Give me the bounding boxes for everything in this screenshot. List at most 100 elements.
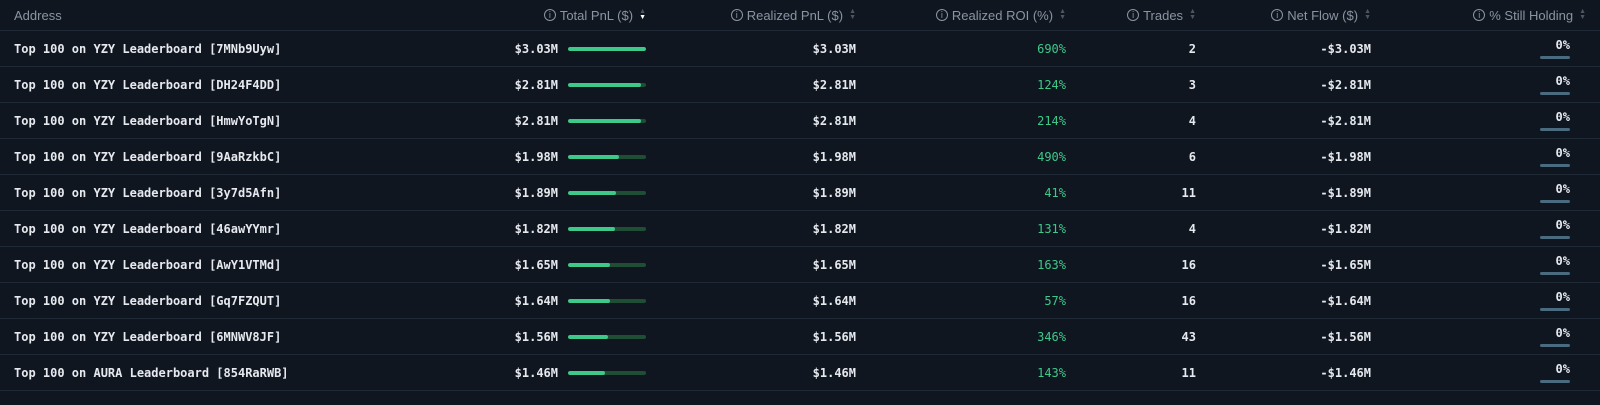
pnl-bar-fill: [568, 190, 617, 195]
net-flow-cell: -$2.81M: [1320, 77, 1371, 92]
sort-icon[interactable]: ▲ ▼: [849, 8, 856, 21]
realized-pnl-cell: $1.46M: [812, 365, 856, 380]
pnl-bar: [568, 154, 646, 159]
header-net-flow[interactable]: i Net Flow ($) ▲ ▼: [1210, 8, 1385, 23]
table-row[interactable]: Top 100 on YZY Leaderboard [6MNWV8JF] $1…: [0, 319, 1600, 355]
still-holding-cell: 0%: [1385, 38, 1600, 59]
realized-roi-cell: 143%: [1037, 365, 1066, 380]
leaderboard-table: Address i Total PnL ($) ▲ ▼ i Realized Pn…: [0, 0, 1600, 391]
net-flow-cell: -$1.46M: [1320, 365, 1371, 380]
total-pnl-cell: $3.03M: [440, 42, 660, 56]
sort-icon[interactable]: ▲ ▼: [1059, 8, 1066, 21]
net-flow-cell: -$1.98M: [1320, 149, 1371, 164]
total-pnl-value: $2.81M: [514, 77, 558, 92]
holding-bar: [1540, 308, 1570, 311]
header-total-pnl[interactable]: i Total PnL ($) ▲ ▼: [440, 8, 660, 23]
address-cell[interactable]: Top 100 on YZY Leaderboard [9AaRzkbC]: [14, 149, 282, 164]
address-cell[interactable]: Top 100 on YZY Leaderboard [7MNb9Uyw]: [14, 41, 282, 56]
trades-cell: 43: [1181, 329, 1196, 344]
table-row[interactable]: Top 100 on AURA Leaderboard [854RaRWB] $…: [0, 355, 1600, 391]
table-row[interactable]: Top 100 on YZY Leaderboard [9AaRzkbC] $1…: [0, 139, 1600, 175]
still-holding-value: 0%: [1555, 146, 1570, 160]
table-row[interactable]: Top 100 on YZY Leaderboard [Gq7FZQUT] $1…: [0, 283, 1600, 319]
realized-pnl-cell: $3.03M: [812, 41, 856, 56]
still-holding-value: 0%: [1555, 182, 1570, 196]
table-row[interactable]: Top 100 on YZY Leaderboard [HmwYoTgN] $2…: [0, 103, 1600, 139]
holding-bar: [1540, 380, 1570, 383]
total-pnl-cell: $1.56M: [440, 330, 660, 344]
header-trades[interactable]: i Trades ▲ ▼: [1080, 8, 1210, 23]
realized-pnl-cell: $1.89M: [812, 185, 856, 200]
net-flow-cell: -$1.65M: [1320, 257, 1371, 272]
total-pnl-cell: $2.81M: [440, 78, 660, 92]
realized-pnl-cell: $1.98M: [812, 149, 856, 164]
address-cell[interactable]: Top 100 on YZY Leaderboard [6MNWV8JF]: [14, 329, 282, 344]
table-row[interactable]: Top 100 on YZY Leaderboard [3y7d5Afn] $1…: [0, 175, 1600, 211]
table-header: Address i Total PnL ($) ▲ ▼ i Realized Pn…: [0, 0, 1600, 31]
trades-cell: 6: [1188, 149, 1196, 164]
trades-cell: 16: [1181, 257, 1196, 272]
still-holding-value: 0%: [1555, 110, 1570, 124]
pnl-bar: [568, 82, 646, 87]
still-holding-value: 0%: [1555, 218, 1570, 232]
total-pnl-value: $2.81M: [514, 113, 558, 128]
holding-bar: [1540, 344, 1570, 347]
total-pnl-cell: $1.46M: [440, 366, 660, 380]
info-icon[interactable]: i: [543, 9, 556, 21]
net-flow-cell: -$1.56M: [1320, 329, 1371, 344]
header-address[interactable]: Address: [14, 7, 62, 23]
address-cell[interactable]: Top 100 on YZY Leaderboard [Gq7FZQUT]: [14, 293, 282, 308]
sort-icon[interactable]: ▲ ▼: [1189, 8, 1196, 21]
info-icon[interactable]: i: [1271, 9, 1284, 21]
table-row[interactable]: Top 100 on YZY Leaderboard [AwY1VTMd] $1…: [0, 247, 1600, 283]
sort-icon[interactable]: ▲ ▼: [1364, 8, 1371, 21]
holding-bar: [1540, 92, 1570, 95]
header-realized-pnl[interactable]: i Realized PnL ($) ▲ ▼: [660, 8, 870, 23]
info-icon[interactable]: i: [935, 9, 948, 21]
pnl-bar-fill: [568, 46, 646, 51]
realized-roi-cell: 57%: [1044, 293, 1066, 308]
address-cell[interactable]: Top 100 on AURA Leaderboard [854RaRWB]: [14, 365, 289, 380]
table-body: Top 100 on YZY Leaderboard [7MNb9Uyw] $3…: [0, 31, 1600, 391]
still-holding-cell: 0%: [1385, 362, 1600, 383]
info-icon[interactable]: i: [1473, 9, 1486, 21]
info-icon[interactable]: i: [730, 9, 743, 21]
still-holding-cell: 0%: [1385, 110, 1600, 131]
address-cell[interactable]: Top 100 on YZY Leaderboard [3y7d5Afn]: [14, 185, 282, 200]
realized-roi-cell: 163%: [1037, 257, 1066, 272]
address-cell[interactable]: Top 100 on YZY Leaderboard [46awYYmr]: [14, 221, 282, 236]
pnl-bar-fill: [568, 298, 611, 303]
still-holding-value: 0%: [1555, 362, 1570, 376]
info-icon[interactable]: i: [1127, 9, 1140, 21]
table-row[interactable]: Top 100 on YZY Leaderboard [46awYYmr] $1…: [0, 211, 1600, 247]
table-row[interactable]: Top 100 on YZY Leaderboard [DH24F4DD] $2…: [0, 67, 1600, 103]
realized-roi-cell: 690%: [1037, 41, 1066, 56]
realized-pnl-cell: $1.82M: [812, 221, 856, 236]
net-flow-cell: -$1.64M: [1320, 293, 1371, 308]
total-pnl-cell: $1.82M: [440, 222, 660, 236]
pnl-bar: [568, 370, 646, 375]
still-holding-value: 0%: [1555, 326, 1570, 340]
header-realized-roi[interactable]: i Realized ROI (%) ▲ ▼: [870, 8, 1080, 23]
holding-bar: [1540, 272, 1570, 275]
holding-bar: [1540, 164, 1570, 167]
table-row[interactable]: Top 100 on YZY Leaderboard [7MNb9Uyw] $3…: [0, 31, 1600, 67]
sort-icon[interactable]: ▲ ▼: [639, 8, 646, 21]
pnl-bar: [568, 118, 646, 123]
realized-roi-cell: 124%: [1037, 77, 1066, 92]
sort-icon[interactable]: ▲ ▼: [1579, 8, 1586, 21]
realized-roi-cell: 346%: [1037, 329, 1066, 344]
pnl-bar-fill: [568, 334, 608, 339]
address-cell[interactable]: Top 100 on YZY Leaderboard [AwY1VTMd]: [14, 257, 282, 272]
header-still-holding[interactable]: i % Still Holding ▲ ▼: [1385, 8, 1600, 23]
total-pnl-cell: $1.64M: [440, 294, 660, 308]
address-cell[interactable]: Top 100 on YZY Leaderboard [DH24F4DD]: [14, 77, 282, 92]
address-cell[interactable]: Top 100 on YZY Leaderboard [HmwYoTgN]: [14, 113, 282, 128]
still-holding-cell: 0%: [1385, 290, 1600, 311]
realized-pnl-cell: $1.64M: [812, 293, 856, 308]
holding-bar: [1540, 200, 1570, 203]
pnl-bar: [568, 190, 646, 195]
total-pnl-cell: $1.65M: [440, 258, 660, 272]
total-pnl-value: $3.03M: [514, 41, 558, 56]
realized-roi-cell: 41%: [1044, 185, 1066, 200]
